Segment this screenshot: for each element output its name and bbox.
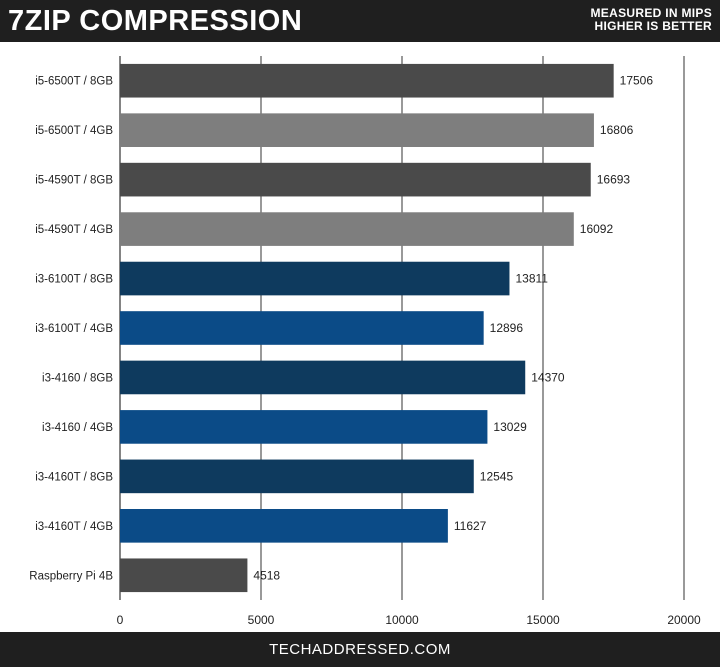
chart-subtitle: MEASURED IN MIPS HIGHER IS BETTER — [591, 7, 712, 33]
category-label: i3-6100T / 8GB — [35, 274, 113, 286]
category-label: i3-4160T / 8GB — [35, 471, 113, 483]
category-label: i5-4590T / 4GB — [35, 224, 113, 236]
value-label: 16092 — [580, 222, 614, 236]
value-label: 13811 — [515, 272, 548, 286]
bar — [120, 261, 510, 296]
x-tick-label: 20000 — [667, 613, 701, 627]
value-label: 12545 — [480, 469, 514, 483]
footer-site-name: TECHADDRESSED.COM — [269, 641, 451, 658]
category-label: i3-4160 / 8GB — [42, 372, 113, 384]
bar — [120, 212, 574, 246]
x-tick-label: 10000 — [385, 613, 419, 627]
x-tick-label: 0 — [117, 613, 124, 627]
category-label: Raspberry Pi 4B — [29, 570, 113, 582]
bar — [120, 360, 526, 395]
bar — [120, 459, 474, 494]
category-label: i3-4160 / 4GB — [42, 422, 113, 434]
value-label: 13029 — [493, 420, 527, 434]
value-label: 14370 — [531, 370, 565, 384]
value-label: 4518 — [253, 568, 280, 582]
subtitle-line-2: HIGHER IS BETTER — [594, 19, 712, 33]
bar — [120, 311, 484, 345]
category-label: i3-6100T / 4GB — [35, 323, 113, 335]
subtitle-line-1: MEASURED IN MIPS — [590, 6, 712, 20]
bar-chart: 0 5000 10000 15000 20000 i5-6500T / 8GB 17506 i… — [29, 56, 701, 627]
category-label: i5-4590T / 8GB — [35, 175, 113, 187]
chart-title: 7ZIP COMPRESSION — [8, 5, 303, 37]
bar — [120, 113, 594, 147]
value-label: 11627 — [454, 519, 487, 533]
bar — [120, 63, 614, 98]
chart-area: 0 5000 10000 15000 20000 i5-6500T / 8GB 17506 i… — [0, 42, 720, 632]
category-label: i5-6500T / 4GB — [35, 125, 113, 137]
bar — [120, 558, 248, 593]
bar — [120, 410, 488, 444]
footer: TECHADDRESSED.COM — [0, 632, 720, 667]
value-label: 16693 — [597, 173, 631, 187]
x-tick-label: 15000 — [526, 613, 560, 627]
value-label: 17506 — [620, 74, 654, 88]
chart-header: 7ZIP COMPRESSION MEASURED IN MIPS HIGHER… — [0, 0, 720, 42]
category-label: i3-4160T / 4GB — [35, 521, 113, 533]
bar — [120, 509, 448, 543]
x-tick-label: 5000 — [248, 613, 275, 627]
value-label: 12896 — [490, 321, 524, 335]
category-label: i5-6500T / 8GB — [35, 76, 113, 88]
value-label: 16806 — [600, 123, 634, 137]
bar — [120, 162, 591, 197]
